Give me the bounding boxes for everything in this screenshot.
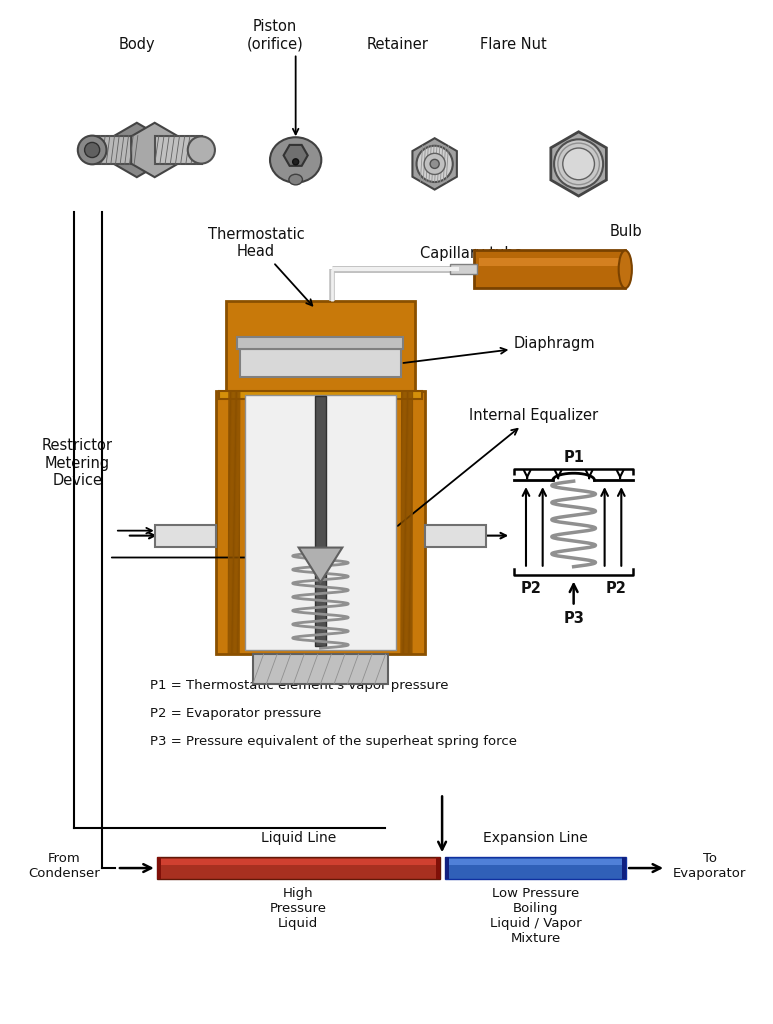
Text: Liquid Line: Liquid Line [261,831,335,845]
Circle shape [293,159,298,165]
Text: Diaphragm: Diaphragm [404,337,596,362]
Bar [92,135,141,164]
Bar [245,394,396,650]
Circle shape [430,160,439,168]
Polygon shape [298,548,342,583]
Bar [155,135,203,164]
Bar [157,857,440,879]
Text: Thermostatic
Head: Thermostatic Head [208,227,312,305]
Text: Internal Equalizer: Internal Equalizer [397,408,598,526]
Bar [479,258,620,265]
Circle shape [417,145,453,182]
Circle shape [78,135,107,164]
Text: P2: P2 [520,581,541,596]
Text: High
Pressure
Liquid: High Pressure Liquid [270,887,327,930]
Ellipse shape [270,137,322,182]
Bar [253,654,388,684]
Bar [444,859,626,865]
Bar [157,859,440,865]
Text: P2: P2 [606,581,627,596]
Text: P2 = Evaporator pressure: P2 = Evaporator pressure [150,707,321,720]
Text: Piston
(orifice): Piston (orifice) [247,19,304,51]
Text: From
Condenser: From Condenser [29,852,100,880]
Text: P1: P1 [564,451,584,465]
Text: Bulb: Bulb [610,224,642,240]
Text: P1 = Thermostatic element’s vapor pressure: P1 = Thermostatic element’s vapor pressu… [150,679,448,692]
Text: Retainer: Retainer [367,37,429,51]
Bar [157,857,161,879]
Circle shape [563,148,594,180]
Polygon shape [551,132,606,196]
Polygon shape [413,138,457,189]
Bar [226,301,415,391]
Bar [315,395,326,646]
Bar [219,391,422,398]
Text: Capillary tube: Capillary tube [420,247,523,261]
Circle shape [84,142,100,158]
Text: Body: Body [119,37,155,51]
Text: To
Evaporator: To Evaporator [673,852,747,880]
Ellipse shape [618,251,632,288]
Text: Low Pressure
Boiling
Liquid / Vapor
Mixture: Low Pressure Boiling Liquid / Vapor Mixt… [489,887,581,945]
Text: P3 = Pressure equivalent of the superheat spring force: P3 = Pressure equivalent of the superhea… [150,735,516,748]
Circle shape [188,136,215,164]
Ellipse shape [289,174,302,185]
Bar [237,338,404,349]
Circle shape [424,154,445,174]
Bar [475,251,625,288]
Text: Restrictor
Metering
Device: Restrictor Metering Device [42,438,113,488]
Bar [436,857,440,879]
Bar [424,524,486,547]
Bar [240,349,400,377]
Bar [444,857,626,879]
Bar [622,857,626,879]
Text: P3: P3 [564,611,584,627]
Circle shape [554,139,603,188]
Polygon shape [284,145,308,166]
Polygon shape [131,123,179,177]
Bar [450,264,478,274]
Bar [216,391,424,654]
Polygon shape [114,123,160,177]
Bar [444,857,448,879]
Text: Expansion Line: Expansion Line [483,831,587,845]
Bar [155,524,216,547]
Text: Flare Nut: Flare Nut [480,37,547,51]
